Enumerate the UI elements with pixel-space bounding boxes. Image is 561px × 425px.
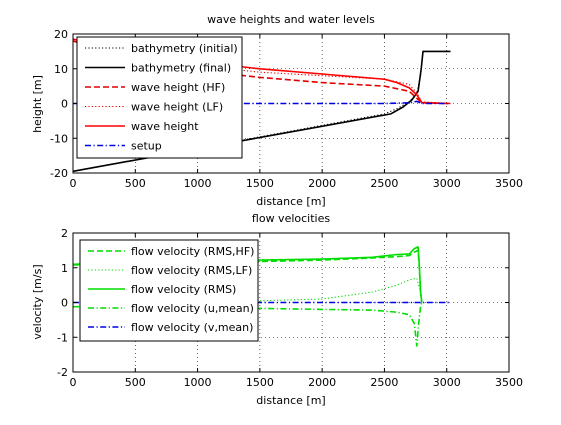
x-tick-label: 1500 <box>246 177 274 190</box>
x-tick-label: 500 <box>125 376 146 389</box>
legend-label: flow velocity (RMS) <box>131 283 236 296</box>
y-tick-label: 1 <box>61 262 68 275</box>
legend-label: bathymetry (final) <box>131 62 231 75</box>
flow-velocities-chart: 0 500 1000 1500 2000 2500 3000 3500 -2 -1 0 1 2 flow… <box>31 212 523 407</box>
wave-heights-chart: 0 500 1000 1500 2000 2500 3000 3500-20-1001020 … <box>31 13 523 208</box>
y-tick-label: -2 <box>57 366 68 379</box>
x-tick-label: 0 <box>70 177 77 190</box>
legend-label: wave height (HF) <box>131 81 225 94</box>
legend-box <box>76 36 243 159</box>
y-axis-label: velocity [m/s] <box>31 264 44 339</box>
y-tick-label: -20 <box>50 167 68 180</box>
tick-group: 0 500 1000 1500 2000 2500 3000 3500 -20 -10 0 10 20 <box>50 28 523 190</box>
legend-label: wave height <box>131 120 199 133</box>
series-line-wave-height-hf <box>72 40 451 105</box>
series-line-bathymetry-final <box>72 50 451 173</box>
x-tick-label: 3000 <box>433 376 461 389</box>
x-tick-label: 3500 <box>495 376 523 389</box>
y-tick-label: -1 <box>57 331 68 344</box>
x-axis-label: distance [m] <box>256 195 325 208</box>
legend-label: flow velocity (v,mean) <box>131 321 253 334</box>
y-tick-label: 0 <box>61 297 68 310</box>
x-tick-label: 2000 <box>308 376 336 389</box>
x-tick-label: 1000 <box>184 177 212 190</box>
x-tick-label: 2500 <box>370 376 398 389</box>
x-tick-label: 3500 <box>495 177 523 190</box>
chart-title: wave heights and water levels <box>207 13 375 26</box>
x-tick-label: 2500 <box>370 177 398 190</box>
legend-label: bathymetry (initial) <box>131 42 238 55</box>
x-tick-label: 1000 <box>184 376 212 389</box>
legend: flow velocity (RMS,HF) flow velocity (RMS… <box>79 239 259 342</box>
x-axis-label: distance [m] <box>256 394 325 407</box>
legend-label: flow velocity (RMS,LF) <box>131 264 252 277</box>
series-line-setup <box>73 100 451 105</box>
legend-label: setup <box>131 140 162 153</box>
y-tick-label: -10 <box>50 132 68 145</box>
x-tick-label: 3000 <box>433 177 461 190</box>
legend-label: wave height (LF) <box>131 101 223 114</box>
y-tick-label: 20 <box>54 28 68 41</box>
y-tick-label: 0 <box>61 98 68 111</box>
x-tick-label: 0 <box>70 376 77 389</box>
tick-group: 0 500 1000 1500 2000 2500 3000 3500 -2 -1 0 1 2 <box>57 227 523 389</box>
y-tick-label: 10 <box>54 63 68 76</box>
y-axis-label: height [m] <box>31 75 44 133</box>
x-tick-label: 1500 <box>246 376 274 389</box>
x-tick-label: 500 <box>125 177 146 190</box>
series-line-flow-velocity-rms-lf <box>73 277 423 304</box>
legend-box <box>79 239 259 342</box>
legend-label: flow velocity (u,mean) <box>131 302 254 315</box>
chart-title: flow velocities <box>252 212 330 225</box>
legend-label: flow velocity (RMS,HF) <box>131 245 254 258</box>
y-tick-label: 2 <box>61 227 68 240</box>
legend: bathymetry (initial) bathymetry (final) wa… <box>76 36 243 159</box>
x-tick-label: 2000 <box>308 177 336 190</box>
